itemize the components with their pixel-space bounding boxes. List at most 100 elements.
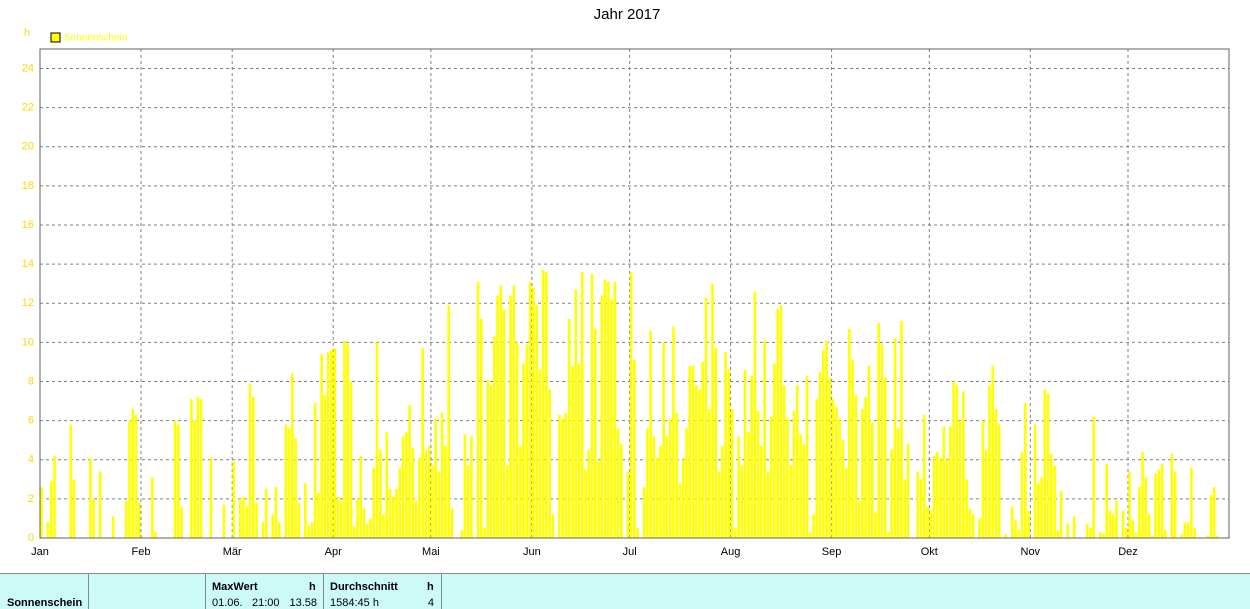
bar: [248, 383, 252, 538]
bar: [701, 361, 705, 538]
bar: [242, 496, 245, 538]
bar: [678, 483, 682, 538]
bar: [440, 412, 444, 538]
bar: [567, 318, 571, 538]
bar: [958, 420, 962, 538]
bar: [929, 510, 933, 538]
bar: [382, 514, 385, 538]
avg-total: 1584:45 h: [330, 597, 379, 609]
bar: [1053, 465, 1056, 538]
bar: [792, 410, 796, 538]
bar: [1193, 528, 1196, 538]
bar: [1072, 516, 1076, 538]
bar: [922, 414, 926, 538]
bar: [1105, 463, 1109, 538]
bar: [805, 375, 809, 538]
max-time: 21:00: [252, 597, 280, 609]
bar: [1183, 522, 1187, 538]
bar: [580, 271, 584, 538]
y-tick-label: 14: [22, 258, 34, 270]
bar: [593, 328, 597, 538]
bar: [193, 420, 196, 538]
bar: [408, 404, 411, 538]
bar: [799, 434, 802, 538]
x-tick-label: Apr: [325, 546, 342, 558]
bar: [232, 461, 236, 538]
bar: [808, 532, 812, 538]
bar: [46, 522, 50, 538]
bar: [492, 336, 496, 538]
bar: [287, 428, 291, 538]
bar: [740, 465, 744, 538]
bar: [1059, 491, 1063, 538]
bar: [444, 446, 447, 538]
bar: [199, 399, 203, 538]
bar: [271, 514, 275, 538]
divider: [441, 574, 442, 609]
x-tick-label: Dez: [1118, 546, 1138, 558]
bar: [317, 493, 320, 538]
bar: [49, 481, 53, 538]
max-date: 01.06.: [212, 597, 243, 609]
bar: [522, 363, 525, 538]
y-tick-label: 2: [28, 493, 34, 505]
row-label: Sonnenschein: [7, 597, 83, 609]
bar: [587, 449, 591, 538]
bar: [333, 348, 336, 538]
bar: [483, 528, 486, 538]
bar: [150, 477, 154, 538]
bar: [711, 283, 714, 538]
bar: [251, 397, 255, 538]
bar: [310, 522, 314, 538]
bar: [1128, 471, 1131, 538]
y-tick-label: 10: [22, 336, 34, 348]
chart-title: Jahr 2017: [594, 6, 661, 23]
bar: [766, 471, 770, 538]
bar: [352, 526, 356, 538]
bar: [717, 471, 721, 538]
bar: [571, 365, 574, 538]
avg-title: Durchschnitt: [330, 581, 398, 593]
bar: [378, 449, 382, 538]
bar: [652, 436, 656, 538]
bar: [649, 330, 652, 538]
bar: [1137, 487, 1141, 538]
bar: [994, 408, 998, 538]
bar: [447, 305, 450, 538]
bar: [124, 500, 128, 538]
bar: [1124, 528, 1128, 538]
bar: [786, 418, 789, 538]
bar: [177, 424, 180, 538]
bar: [831, 399, 835, 538]
max-value: 13.58: [289, 597, 317, 609]
divider: [323, 574, 324, 609]
bar: [896, 428, 900, 538]
bar: [190, 399, 193, 538]
bar: [343, 340, 346, 538]
bar: [945, 459, 949, 538]
bar: [1066, 524, 1069, 538]
bar: [284, 424, 288, 538]
bar: [1212, 487, 1216, 538]
bar: [773, 363, 776, 538]
bar: [936, 451, 939, 538]
bar: [72, 479, 76, 538]
bar: [1017, 530, 1021, 538]
bar: [610, 299, 613, 538]
bar: [398, 467, 402, 538]
bar: [906, 444, 910, 538]
bar: [1043, 389, 1047, 538]
bar: [1131, 520, 1135, 538]
x-tick-label: Sep: [822, 546, 842, 558]
legend-swatch: [50, 32, 61, 43]
y-tick-label: 24: [22, 62, 34, 74]
bar: [870, 422, 874, 538]
bar: [1180, 534, 1183, 538]
bar: [880, 344, 884, 538]
bar: [538, 369, 542, 538]
bar: [789, 465, 793, 538]
bar: [857, 500, 861, 538]
bar: [955, 385, 959, 538]
bar: [848, 328, 851, 538]
